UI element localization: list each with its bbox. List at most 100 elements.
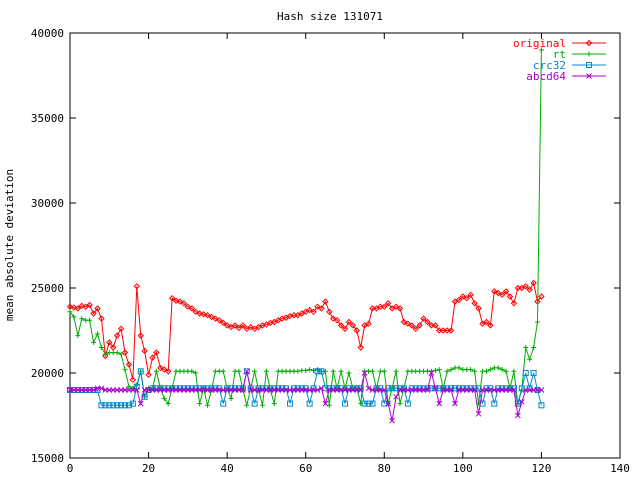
data-point-original xyxy=(502,288,510,295)
x-tick-label: 40 xyxy=(221,462,234,475)
data-point-original xyxy=(400,318,408,326)
y-tick-label: 35000 xyxy=(31,112,64,125)
data-point-crc32 xyxy=(369,400,376,407)
data-point-crc32 xyxy=(251,400,258,407)
data-point-original xyxy=(157,364,164,372)
data-point-original xyxy=(239,322,247,329)
series-line-crc32 xyxy=(70,370,542,406)
data-point-original xyxy=(491,288,498,295)
series-line-abcd64 xyxy=(70,371,542,421)
data-point-abcd64 xyxy=(322,400,329,407)
data-point-rt xyxy=(271,401,277,407)
data-point-original xyxy=(208,313,215,321)
data-point-original xyxy=(223,322,231,329)
data-point-original xyxy=(90,310,97,317)
data-point-crc32 xyxy=(365,400,372,407)
data-point-original xyxy=(412,325,419,333)
data-point-rt xyxy=(71,314,77,320)
data-point-abcd64 xyxy=(424,387,431,393)
data-point-original xyxy=(322,298,329,305)
data-point-crc32 xyxy=(287,400,293,407)
data-point-rt xyxy=(197,401,203,407)
data-point-rt xyxy=(511,368,517,374)
data-point-crc32 xyxy=(522,370,529,376)
data-point-original xyxy=(200,311,207,318)
data-point-original xyxy=(110,344,117,351)
data-point-crc32 xyxy=(432,385,439,392)
data-point-rt xyxy=(295,368,301,374)
data-point-abcd64 xyxy=(436,400,443,407)
data-point-original xyxy=(333,317,341,324)
data-point-original xyxy=(212,315,219,322)
data-point-original xyxy=(349,322,357,329)
data-point-original xyxy=(129,376,137,384)
data-point-original xyxy=(330,315,337,322)
data-point-rt xyxy=(503,368,509,374)
data-point-abcd64 xyxy=(389,417,395,424)
data-point-rt xyxy=(236,368,242,374)
legend-marker-original xyxy=(585,39,593,47)
data-point-original xyxy=(176,298,184,305)
data-point-rt xyxy=(153,368,159,374)
legend-label-rt: rt xyxy=(553,48,566,61)
data-point-abcd64 xyxy=(452,400,458,407)
data-point-original xyxy=(530,279,537,287)
series-original xyxy=(66,279,545,384)
data-point-original xyxy=(231,322,239,329)
data-point-original xyxy=(125,361,133,368)
data-point-abcd64 xyxy=(381,387,388,393)
data-point-original xyxy=(318,305,325,312)
data-point-abcd64 xyxy=(448,387,454,393)
data-point-rt xyxy=(98,345,104,350)
data-point-original xyxy=(306,306,313,314)
data-point-rt xyxy=(307,367,313,373)
legend-marker-crc32 xyxy=(586,62,592,68)
data-point-abcd64 xyxy=(428,370,435,376)
series-line-rt xyxy=(69,49,542,406)
data-point-crc32 xyxy=(110,402,117,409)
x-tick-label: 60 xyxy=(299,462,312,475)
data-point-original xyxy=(153,349,160,356)
data-point-abcd64 xyxy=(515,412,521,419)
data-point-abcd64 xyxy=(471,387,478,393)
data-point-rt xyxy=(495,365,501,371)
y-tick-label: 25000 xyxy=(31,282,64,295)
data-point-original xyxy=(121,349,129,356)
data-point-abcd64 xyxy=(133,387,140,393)
data-point-original xyxy=(314,303,321,310)
data-point-original xyxy=(192,308,199,316)
data-point-rt xyxy=(122,367,128,373)
data-point-abcd64 xyxy=(98,385,105,392)
data-point-original xyxy=(357,344,364,351)
data-point-original xyxy=(70,304,78,311)
data-point-rt xyxy=(444,368,450,374)
data-point-original xyxy=(455,296,463,304)
data-point-crc32 xyxy=(342,400,348,407)
data-point-abcd64 xyxy=(475,410,482,417)
data-point-original xyxy=(471,300,478,307)
data-point-original xyxy=(341,325,349,333)
data-point-original xyxy=(235,324,243,332)
data-point-original xyxy=(526,286,533,293)
data-point-original xyxy=(66,303,74,310)
data-point-original xyxy=(385,300,392,307)
data-point-rt xyxy=(456,365,462,371)
data-point-original xyxy=(495,289,502,297)
data-point-original xyxy=(220,319,227,327)
data-point-rt xyxy=(67,309,73,315)
data-point-original xyxy=(106,339,113,346)
data-point-abcd64 xyxy=(243,368,250,375)
plot-frame xyxy=(69,32,621,459)
data-point-abcd64 xyxy=(511,387,517,393)
data-point-original xyxy=(424,318,431,326)
data-point-rt xyxy=(527,356,533,362)
data-point-crc32 xyxy=(137,368,144,375)
data-point-original xyxy=(184,303,192,310)
y-tick-label: 40000 xyxy=(31,27,64,40)
data-point-crc32 xyxy=(314,368,321,375)
legend-label-crc32: crc32 xyxy=(533,59,566,72)
y-axis-label: mean absolute deviation xyxy=(3,169,16,321)
data-point-rt xyxy=(393,368,399,374)
data-point-rt xyxy=(448,367,454,373)
